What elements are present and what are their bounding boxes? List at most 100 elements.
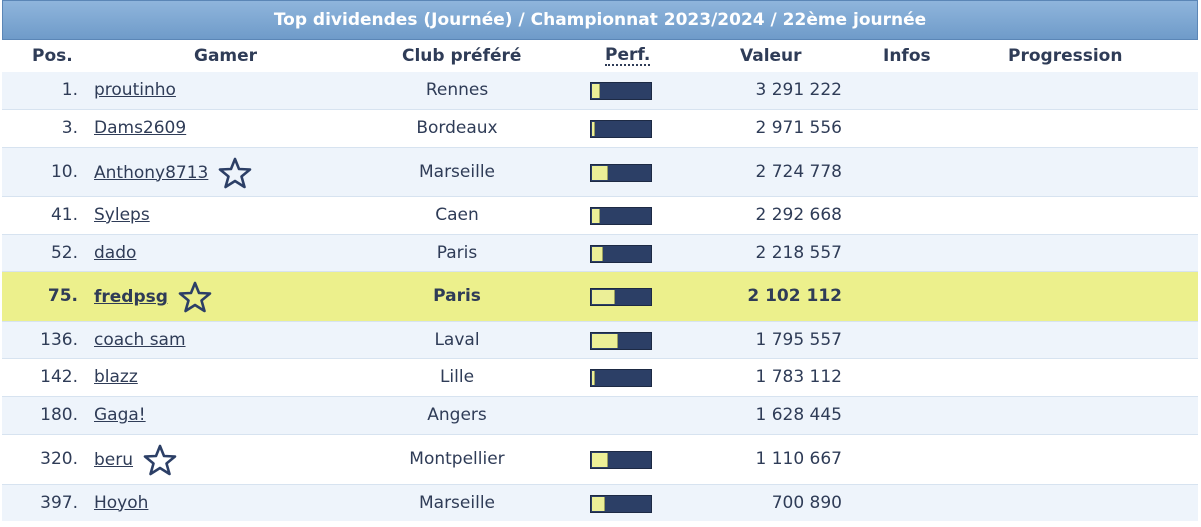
perf-bar <box>590 244 652 263</box>
gamer-link[interactable]: fredpsg <box>94 287 168 307</box>
row-club: Montpellier <box>409 449 505 469</box>
perf-bar <box>590 207 652 225</box>
table-row: 397. Hoyoh Marseille 700 890 <box>2 484 1198 521</box>
row-club: Angers <box>427 405 487 425</box>
row-valeur: 2 724 778 <box>755 161 842 182</box>
row-position: 41. <box>50 205 78 225</box>
row-valeur: 1 783 112 <box>755 367 842 387</box>
gamer-link[interactable]: blazz <box>94 367 138 387</box>
gamer-link[interactable]: Anthony8713 <box>94 162 209 183</box>
perf-bar <box>590 81 652 100</box>
perf-bar-fill <box>592 165 608 180</box>
perf-bar <box>590 120 652 138</box>
header-club: Club préféré <box>402 46 522 66</box>
table-row: 41. Syleps Caen 2 292 668 <box>2 196 1198 234</box>
row-club: Marseille <box>418 492 496 513</box>
row-club: Caen <box>435 205 479 225</box>
table-row: 52. dado Paris 2 218 557 <box>2 234 1198 271</box>
table-row: 136. coach sam Laval 1 795 557 <box>2 321 1198 358</box>
header-gamer: Gamer <box>194 46 258 66</box>
star-outline-icon <box>178 280 212 314</box>
table-body: 1. proutinho Rennes 3 291 222 3. Dams2609 Bord… <box>2 72 1198 521</box>
perf-bar-fill <box>592 453 608 467</box>
header-infos: Infos <box>883 46 931 66</box>
row-valeur: 1 110 667 <box>755 449 842 469</box>
perf-bar-fill <box>592 246 603 261</box>
gamer-link[interactable]: coach sam <box>94 329 186 350</box>
row-position: 10. <box>50 161 78 182</box>
row-position: 75. <box>47 286 78 306</box>
row-club: Rennes <box>425 79 489 100</box>
perf-bar-fill <box>592 371 595 385</box>
row-valeur: 2 102 112 <box>747 286 842 306</box>
gamer-link[interactable]: Dams2609 <box>94 118 187 138</box>
gamer-link[interactable]: Syleps <box>94 205 150 225</box>
row-valeur: 1 628 445 <box>755 405 842 425</box>
row-position: 180. <box>40 405 78 425</box>
row-club: Bordeaux <box>416 118 498 138</box>
row-position: 52. <box>50 242 78 263</box>
header-perf[interactable]: Perf. <box>605 45 651 66</box>
header-valeur: Valeur <box>740 46 802 66</box>
gamer-link[interactable]: proutinho <box>94 79 176 100</box>
row-position: 1. <box>61 79 78 100</box>
table-title: Top dividendes (Journée) / Championnat 2… <box>2 0 1198 40</box>
gamer-link[interactable]: dado <box>94 242 137 263</box>
table-row: 320. beru Montpellier 1 110 667 <box>2 434 1198 484</box>
row-gamer-cell: Syleps <box>94 205 150 225</box>
row-gamer-cell: Anthony8713 <box>94 156 252 190</box>
perf-bar <box>590 369 652 387</box>
table-title-text: Top dividendes (Journée) / Championnat 2… <box>273 10 927 30</box>
row-gamer-cell: Hoyoh <box>94 493 148 513</box>
row-valeur: 2 971 556 <box>755 118 842 138</box>
table-row: 142. blazz Lille 1 783 112 <box>2 358 1198 396</box>
star-outline-icon <box>143 443 177 477</box>
perf-bar-fill <box>592 290 615 304</box>
perf-bar-fill <box>592 83 600 98</box>
row-club: Paris <box>436 242 478 263</box>
table-row: 10. Anthony8713 Marseille 2 724 778 <box>2 147 1198 196</box>
row-position: 320. <box>40 449 78 469</box>
row-gamer-cell: fredpsg <box>94 280 212 314</box>
perf-bar-fill <box>592 496 605 511</box>
header-progression: Progression <box>1008 46 1123 66</box>
row-valeur: 2 292 668 <box>755 205 842 225</box>
perf-bar <box>590 163 652 182</box>
row-valeur: 1 795 557 <box>755 329 842 350</box>
row-club: Lille <box>439 367 475 387</box>
row-gamer-cell: coach sam <box>94 330 186 350</box>
row-gamer-cell: beru <box>94 443 177 477</box>
row-position: 3. <box>61 118 78 138</box>
row-position: 136. <box>40 329 78 350</box>
perf-bar-fill <box>592 122 595 136</box>
row-gamer-cell: Dams2609 <box>94 118 186 138</box>
table-row: 75. fredpsg Paris 2 102 112 <box>2 271 1198 321</box>
row-gamer-cell: proutinho <box>94 80 176 100</box>
perf-bar-fill <box>592 209 600 223</box>
row-club: Laval <box>434 329 480 350</box>
header-pos: Pos. <box>32 46 73 66</box>
gamer-link[interactable]: Gaga! <box>94 405 146 425</box>
table-row: 1. proutinho Rennes 3 291 222 <box>2 72 1198 109</box>
star-outline-icon <box>218 156 252 190</box>
row-position: 142. <box>40 367 78 387</box>
table-row: 180. Gaga! Angers 1 628 445 <box>2 396 1198 434</box>
table-header: Pos. Gamer Club préféré Perf. Valeur Inf… <box>0 40 1201 72</box>
row-club: Paris <box>433 286 481 306</box>
table-row: 3. Dams2609 Bordeaux 2 971 556 <box>2 109 1198 147</box>
perf-bar <box>590 288 652 306</box>
row-valeur: 2 218 557 <box>755 242 842 263</box>
row-gamer-cell: blazz <box>94 367 138 387</box>
row-gamer-cell: dado <box>94 243 136 263</box>
gamer-link[interactable]: beru <box>94 450 134 470</box>
row-position: 397. <box>40 492 78 513</box>
perf-bar-fill <box>592 333 618 348</box>
row-valeur: 3 291 222 <box>755 79 842 100</box>
row-gamer-cell: Gaga! <box>94 405 146 425</box>
perf-bar <box>590 451 652 469</box>
row-valeur: 700 890 <box>771 492 842 513</box>
perf-bar <box>590 494 652 513</box>
perf-bar <box>590 331 652 350</box>
gamer-link[interactable]: Hoyoh <box>94 492 149 513</box>
